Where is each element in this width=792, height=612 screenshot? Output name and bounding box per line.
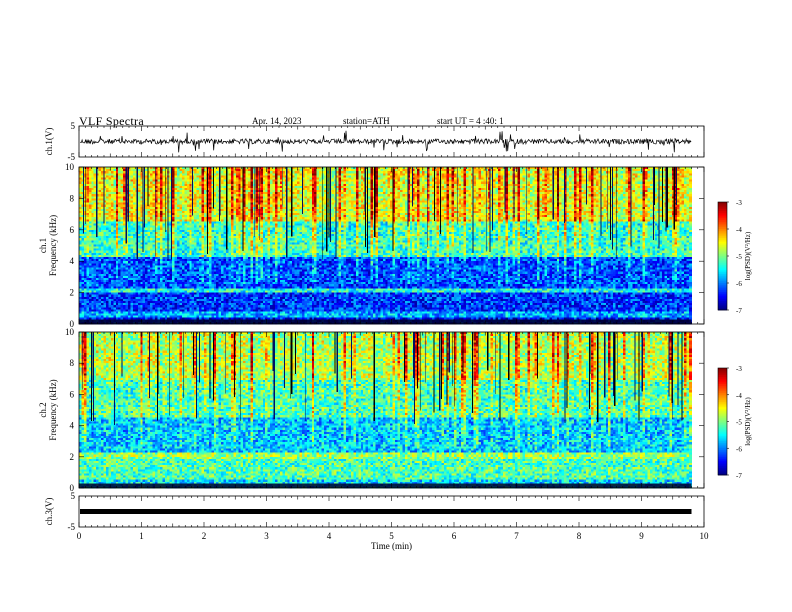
spectrogram-image	[79, 167, 692, 325]
y-tick-label: 5	[71, 121, 76, 131]
start-time-label: start UT = 4 :40: 1	[437, 116, 504, 126]
colorbar: -3 -4 -5 -6 -7 log(PSD)(V²/Hz)	[717, 365, 752, 480]
y-tick-label: 0	[70, 319, 75, 329]
x-tick-label: 4	[327, 531, 332, 541]
y-tick-label: 8	[70, 358, 75, 368]
y-tick-label: 4	[70, 421, 75, 431]
x-tick-label: 5	[389, 531, 394, 541]
y-tick-label: 10	[65, 327, 75, 337]
panel-ch1-waveform: 5 -5 ch.1(V)	[44, 121, 705, 162]
y-tick-label: 5	[71, 491, 76, 501]
colorbar-tick-label: -6	[736, 445, 742, 453]
spectrogram-image	[79, 332, 692, 489]
station-label: station=ATH	[343, 116, 390, 126]
x-tick-label: 6	[452, 531, 457, 541]
x-tick-label: 1	[139, 531, 144, 541]
panel-ch3-waveform: 5 -5 ch.3(V) 0 1 2 3 4 5 6 7 8 9 10 Time (min)	[44, 491, 709, 551]
y-tick-label: 4	[70, 256, 75, 266]
colorbar-tick-label: -6	[736, 280, 742, 288]
panel-ch1-spectrogram: 0 2 4 6 8 10 ch.1 Frequency (kHz) -3 -4 -5 -6 -7 log(…	[38, 162, 752, 329]
x-tick-label: 2	[202, 531, 207, 541]
x-tick-label: 10	[700, 531, 710, 541]
y-axis-label: ch.1	[38, 238, 48, 253]
y-axis-label: Frequency (kHz)	[48, 379, 58, 440]
y-tick-label: 6	[70, 225, 75, 235]
y-axis-label: ch.3(V)	[44, 498, 54, 526]
y-tick-label: 0	[70, 483, 75, 493]
y-tick-label: -5	[68, 522, 76, 532]
colorbar-tick-label: -7	[736, 472, 742, 480]
x-tick-label: 8	[577, 531, 582, 541]
y-tick-label: 8	[70, 193, 75, 203]
x-axis-label: Time (min)	[371, 541, 412, 551]
y-axis-label: ch.2	[38, 402, 48, 417]
y-tick-label: 10	[65, 162, 75, 172]
y-tick-label: 6	[70, 389, 75, 399]
ch3-signal-line	[80, 509, 692, 514]
x-tick-label: 3	[264, 531, 269, 541]
chart-title: VLF Spectra	[79, 114, 144, 129]
y-tick-label: -5	[68, 152, 76, 162]
y-axis-label: Frequency (kHz)	[48, 215, 58, 276]
ch1-signal-line	[79, 130, 692, 153]
x-tick-label: 0	[77, 531, 82, 541]
colorbar-tick-label: -3	[736, 365, 742, 373]
colorbar-tick-label: -7	[736, 307, 742, 315]
x-tick-label: 9	[639, 531, 644, 541]
colorbar-tick-label: -4	[736, 392, 742, 400]
colorbar-tick-label: -3	[736, 199, 742, 207]
x-tick-label: 7	[514, 531, 519, 541]
colorbar-label: log(PSD)(V²/Hz)	[744, 397, 752, 446]
y-tick-label: 2	[70, 452, 75, 462]
colorbar: -3 -4 -5 -6 -7 log(PSD)(V²/Hz)	[717, 199, 752, 315]
colorbar-label: log(PSD)(V²/Hz)	[744, 231, 752, 280]
colorbar-tick-label: -5	[736, 253, 742, 261]
y-tick-label: 2	[70, 288, 75, 298]
y-axis-label: ch.1(V)	[44, 128, 54, 156]
colorbar-tick-label: -5	[736, 419, 742, 427]
date-label: Apr. 14, 2023	[252, 116, 302, 126]
colorbar-tick-label: -4	[736, 226, 742, 234]
panel-ch2-spectrogram: 0 2 4 6 8 10 ch.2 Frequency (kHz) -3 -4 -5 -6 -7 log(…	[38, 327, 752, 493]
